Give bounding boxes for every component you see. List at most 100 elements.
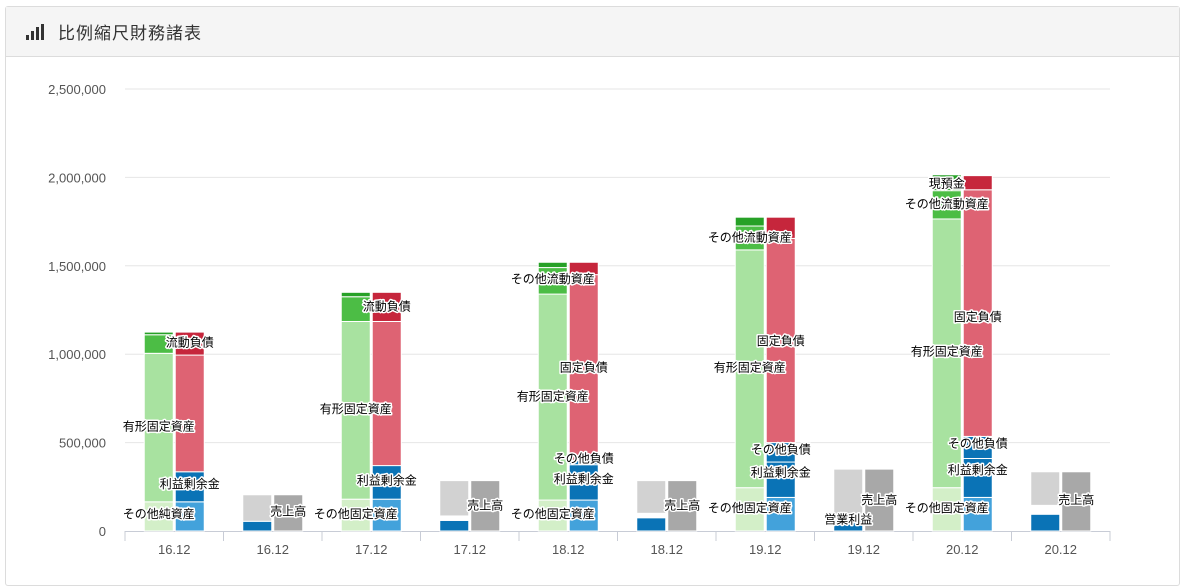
x-tick-label: 16.12 [158, 542, 191, 557]
x-tick-label: 17.12 [355, 542, 388, 557]
data-label: 売上高 [467, 497, 503, 512]
data-label: 利益剰余金 [948, 462, 1008, 477]
data-label: その他純資産 [123, 506, 195, 521]
bar-segment [765, 216, 796, 239]
bar-segment [174, 501, 205, 532]
y-tick-label: 500,000 [59, 436, 106, 451]
panel-header: 比例縮尺財務諸表 [6, 7, 1179, 57]
bar-chart-icon [26, 23, 44, 40]
bar-segment [143, 352, 174, 503]
data-label: 有形固定資産 [714, 359, 786, 374]
bar-segment [636, 517, 667, 532]
bar-segment [537, 261, 568, 269]
data-label: その他固定資産 [511, 506, 595, 521]
bar-segment [340, 498, 371, 532]
chart-title: 比例縮尺財務諸表 [58, 24, 202, 43]
bar-segment [833, 468, 864, 521]
data-label: 利益剰余金 [554, 471, 614, 486]
bar-segment [962, 458, 993, 498]
x-tick-label: 19.12 [749, 542, 782, 557]
bar-segment [439, 519, 470, 532]
bar-segment [962, 189, 993, 437]
bar-segment [734, 216, 765, 227]
chart-svg: 0 500,000 1,000,000 1,500,000 2,000,000 2,500… [48, 82, 1111, 557]
data-label: その他流動資産 [708, 230, 792, 245]
bar-segment [734, 249, 765, 489]
bar-segment [439, 480, 470, 517]
data-label: 利益剰余金 [160, 476, 220, 491]
bar-segment [143, 331, 174, 336]
bar-segment [667, 480, 698, 532]
bar-segment [931, 190, 962, 220]
x-tick-label: 16.12 [256, 542, 289, 557]
y-tick-label: 2,500,000 [48, 82, 106, 97]
y-tick-label: 0 [99, 524, 106, 539]
bar-segment [765, 461, 796, 498]
bar-segment [340, 320, 371, 500]
data-label: 利益剰余金 [357, 473, 417, 488]
bar-segment [371, 465, 402, 500]
data-label: 有形固定資産 [517, 389, 589, 404]
bar-segment [242, 494, 273, 522]
bar-segment [765, 496, 796, 532]
data-label: 売上高 [861, 492, 897, 507]
bar-segment [636, 480, 667, 514]
data-label: その他固定資産 [314, 506, 398, 521]
x-tick-label: 18.12 [650, 542, 683, 557]
bar-segment [568, 464, 599, 501]
bar-segment [174, 471, 205, 503]
bar-segment [371, 291, 402, 322]
bar-segment [1030, 513, 1061, 532]
bar-segment [470, 480, 501, 532]
data-label: 有形固定資産 [911, 344, 983, 359]
data-label: 流動負債 [166, 335, 214, 350]
data-label: 現預金 [929, 176, 965, 191]
bar-segment [864, 468, 895, 532]
bar-segment [1030, 504, 1061, 515]
x-tick-label: 18.12 [552, 542, 585, 557]
data-label: 固定負債 [560, 359, 608, 374]
y-tick-label: 1,000,000 [48, 347, 106, 362]
bar-segment [568, 274, 599, 461]
data-label: 売上高 [1058, 492, 1094, 507]
bar-segment [1030, 471, 1061, 506]
bar-segment [439, 515, 470, 521]
bar-segment [734, 487, 765, 532]
bar-segment [931, 174, 962, 192]
bar-segment [340, 296, 371, 322]
bar-segment [962, 175, 993, 191]
data-label: その他流動資産 [511, 271, 595, 286]
bar-segment [174, 331, 205, 356]
y-tick-label: 2,000,000 [48, 170, 106, 185]
y-tick-label: 1,500,000 [48, 259, 106, 274]
bar-segment [931, 487, 962, 532]
data-label: 売上高 [664, 497, 700, 512]
bar-segment [568, 261, 599, 276]
bar-segment [273, 494, 304, 532]
data-label: 有形固定資産 [320, 401, 392, 416]
bar-segment [340, 291, 371, 298]
data-label: 利益剰余金 [751, 465, 811, 480]
data-label: 固定負債 [757, 333, 805, 348]
bar-segment [931, 218, 962, 489]
data-label: 営業利益 [824, 513, 872, 527]
bar-segment [636, 512, 667, 519]
bar-segment [371, 320, 402, 467]
data-label: その他負債 [554, 451, 614, 466]
x-tick-label: 20.12 [1044, 542, 1077, 557]
data-label: その他固定資産 [905, 500, 989, 515]
data-label: 有形固定資産 [123, 419, 195, 434]
x-tick-label: 19.12 [847, 542, 880, 557]
bar-segment [242, 520, 273, 532]
data-label: その他負債 [948, 435, 1008, 450]
data-label: 売上高 [270, 504, 306, 519]
bar-segment [765, 237, 796, 444]
data-label: その他流動資産 [905, 196, 989, 211]
bar-segment [1061, 471, 1092, 532]
bar-segment [174, 354, 205, 473]
bar-segment [568, 499, 599, 532]
data-label: その他固定資産 [708, 500, 792, 515]
bar-segment [537, 293, 568, 501]
x-tick-label: 20.12 [946, 542, 979, 557]
data-label: 流動負債 [363, 298, 411, 313]
